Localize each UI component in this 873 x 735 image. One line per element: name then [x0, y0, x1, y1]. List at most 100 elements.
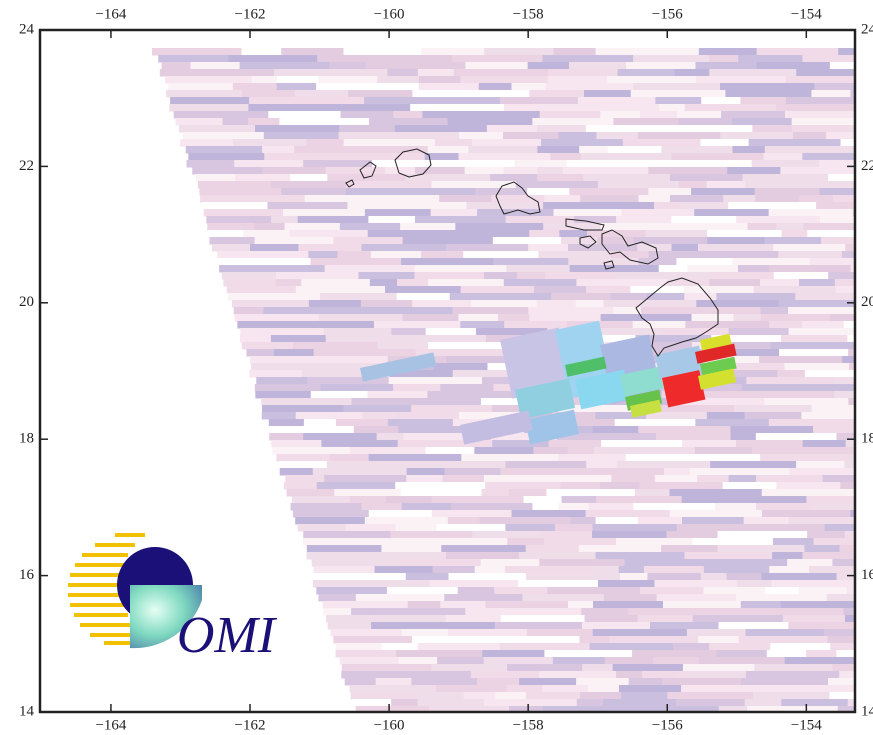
swath-pixel — [616, 538, 693, 546]
swath-pixel — [487, 125, 538, 133]
swath-pixel — [251, 363, 329, 371]
swath-pixel — [431, 664, 463, 672]
swath-pixel — [756, 433, 838, 441]
swath-pixel — [371, 622, 433, 630]
swath-pixel — [467, 202, 545, 210]
swath-pixel — [512, 510, 587, 518]
swath-pixel — [672, 244, 699, 252]
swath-pixel — [415, 167, 466, 175]
swath-pixel — [829, 692, 869, 700]
swath-pixel — [511, 83, 546, 91]
swath-pixel — [186, 146, 263, 154]
swath-pixel — [375, 566, 434, 574]
swath-pixel — [770, 342, 865, 350]
swath-pixel — [828, 174, 873, 182]
swath-pixel — [248, 104, 338, 112]
swath-pixel — [745, 412, 803, 420]
swath-pixel — [832, 664, 863, 672]
swath-pixel — [283, 209, 366, 217]
swath-pixel — [633, 83, 721, 91]
swath-pixel — [252, 76, 278, 84]
swath-pixel — [423, 111, 506, 119]
swath-pixel — [271, 335, 327, 343]
swath-pixel — [611, 475, 655, 483]
y-tick-label-right: 16 — [861, 567, 873, 583]
swath-pixel — [667, 692, 753, 700]
swath-pixel — [613, 118, 679, 126]
swath-pixel — [448, 629, 528, 637]
swath-pixel — [544, 650, 633, 658]
swath-pixel — [233, 83, 278, 91]
swath-pixel — [735, 307, 762, 315]
swath-pixel — [707, 230, 783, 238]
swath-pixel — [391, 328, 426, 336]
swath-pixel — [246, 349, 274, 357]
swath-pixel — [545, 272, 617, 280]
swath-pixel — [633, 321, 687, 329]
swath-pixel — [268, 111, 341, 119]
swath-pixel — [340, 657, 400, 665]
swath-pixel — [589, 643, 674, 651]
swath-pixel — [440, 384, 494, 392]
swath-pixel — [415, 272, 485, 280]
swath-pixel — [388, 419, 454, 427]
swath-pixel — [461, 454, 495, 462]
swath-pixel — [411, 62, 467, 70]
swath-pixel — [232, 300, 310, 308]
swath-pixel — [732, 118, 793, 126]
swath-pixel — [207, 223, 255, 231]
swath-pixel — [191, 62, 241, 70]
swath-pixel — [847, 587, 873, 595]
swath-pixel — [746, 671, 840, 679]
swath-pixel — [756, 363, 785, 371]
swath-pixel — [682, 496, 720, 504]
swath-pixel — [485, 482, 561, 490]
swath-pixel — [481, 559, 541, 567]
swath-pixel — [240, 62, 331, 70]
swath-pixel — [559, 503, 590, 511]
swath-pixel — [841, 139, 873, 147]
swath-pixel — [349, 153, 425, 161]
swath-pixel — [480, 517, 572, 525]
swath-pixel — [474, 447, 534, 455]
swath-pixel — [802, 321, 845, 329]
swath-pixel — [317, 55, 369, 63]
swath-pixel — [528, 62, 570, 70]
swath-pixel — [377, 76, 420, 84]
swath-pixel — [574, 216, 617, 224]
swath-pixel — [617, 461, 712, 469]
swath-pixel — [391, 699, 418, 707]
swath-pixel — [240, 328, 324, 336]
swath-pixel — [539, 671, 617, 679]
swath-pixel — [716, 454, 761, 462]
x-tick-label-top: −164 — [95, 6, 126, 22]
swath-pixel — [286, 489, 335, 497]
swath-pixel — [789, 517, 843, 525]
swath-pixel — [309, 300, 362, 308]
swath-pixel — [518, 580, 599, 588]
swath-pixel — [401, 258, 494, 266]
swath-pixel — [734, 314, 762, 322]
swath-pixel — [736, 594, 828, 602]
swath-pixel — [696, 300, 779, 308]
swath-pixel — [256, 377, 308, 385]
swath-pixel — [212, 244, 251, 252]
swath-pixel — [350, 447, 427, 455]
swath-pixel — [276, 454, 330, 462]
swath-pixel — [632, 650, 718, 658]
swath-pixel — [317, 482, 396, 490]
swath-pixel — [385, 286, 462, 294]
swath-pixel — [844, 321, 873, 329]
swath-pixel — [382, 643, 419, 651]
swath-pixel — [166, 90, 243, 98]
swath-pixel — [786, 97, 858, 105]
swath-pixel — [716, 293, 796, 301]
swath-pixel — [810, 104, 873, 112]
swath-pixel — [367, 391, 428, 399]
swath-pixel — [448, 118, 534, 126]
swath-pixel — [736, 216, 821, 224]
swath-pixel — [505, 566, 592, 574]
swath-pixel — [450, 230, 530, 238]
swath-pixel — [336, 650, 398, 658]
swath-pixel — [760, 454, 852, 462]
